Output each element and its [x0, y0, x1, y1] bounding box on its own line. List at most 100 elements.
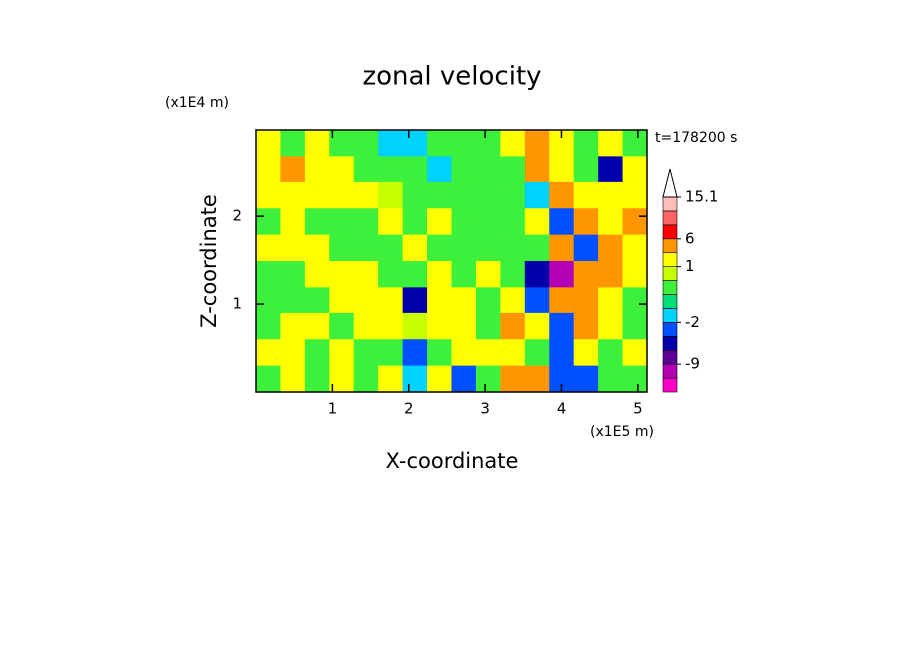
contour-cell: [329, 287, 355, 315]
contour-cell: [549, 339, 575, 367]
contour-cell: [304, 339, 330, 367]
contour-cell: [402, 130, 428, 157]
contour-cell: [500, 365, 526, 393]
contour-cell: [280, 261, 306, 288]
contour-cell: [598, 365, 624, 393]
contour-cell: [304, 261, 330, 288]
contour-cell: [524, 181, 550, 209]
contour-cell: [329, 234, 355, 262]
contour-cell: [304, 287, 330, 315]
contour-cell: [378, 156, 404, 184]
contour-cell: [280, 234, 306, 262]
time-label: t=178200 s: [655, 130, 737, 146]
contour-cell: [427, 181, 452, 209]
colorbar-segment: [662, 322, 678, 337]
contour-cell: [598, 234, 624, 262]
colorbar-tick-label: -9: [685, 355, 700, 373]
x-tick-label: 3: [480, 400, 490, 418]
contour-cell: [402, 208, 428, 236]
contour-cell: [353, 287, 379, 315]
contour-cell: [353, 156, 379, 184]
contour-cell: [500, 234, 526, 262]
contour-cell: [524, 365, 550, 393]
contour-cell: [304, 312, 330, 340]
contour-cell: [475, 234, 501, 262]
contour-cell: [378, 312, 404, 340]
contour-cell: [280, 312, 306, 340]
colorbar-extension: [662, 168, 678, 198]
contour-cell: [622, 181, 648, 209]
contour-cell: [451, 234, 477, 262]
contour-cell: [304, 234, 330, 262]
contour-cell: [304, 208, 330, 236]
contour-cell: [451, 130, 477, 157]
contour-cell: [549, 181, 575, 209]
contour-cell: [256, 261, 281, 288]
contour-cell: [256, 365, 281, 393]
contour-cell: [475, 261, 501, 288]
contour-cell: [573, 261, 599, 288]
contour-cell: [402, 181, 428, 209]
colorbar-segment: [662, 363, 678, 379]
colorbar-segment: [662, 349, 678, 365]
contour-cell: [573, 339, 599, 367]
colorbar-tick-label: 6: [685, 229, 695, 247]
contour-cell: [427, 156, 452, 184]
contour-cell: [329, 312, 355, 340]
x-tick-label: 5: [633, 400, 643, 418]
contour-cell: [304, 181, 330, 209]
contour-cell: [475, 339, 501, 367]
contour-cell: [378, 261, 404, 288]
contour-cell: [427, 287, 452, 315]
contour-cell: [524, 287, 550, 315]
contour-cell: [427, 130, 452, 157]
contour-cell: [500, 339, 526, 367]
contour-cell: [573, 312, 599, 340]
contour-cell: [256, 312, 281, 340]
contour-cell: [280, 287, 306, 315]
contour-cell: [304, 130, 330, 157]
contour-cell: [280, 156, 306, 184]
contour-cell: [524, 312, 550, 340]
contour-cell: [402, 261, 428, 288]
contour-cell: [304, 156, 330, 184]
contour-cell: [573, 287, 599, 315]
contour-cell: [549, 287, 575, 315]
contour-cell: [598, 208, 624, 236]
contour-cell: [451, 208, 477, 236]
contour-cell: [427, 365, 452, 393]
contour-cell: [329, 261, 355, 288]
contour-cell: [256, 234, 281, 262]
contour-cell: [475, 312, 501, 340]
contour-cell: [500, 130, 526, 157]
contour-cell: [427, 312, 452, 340]
contour-cell: [353, 261, 379, 288]
contour-cell: [402, 234, 428, 262]
contour-cell: [573, 156, 599, 184]
contour-cell: [549, 261, 575, 288]
contour-cell: [622, 339, 648, 367]
chart-title: zonal velocity: [362, 62, 541, 92]
x-axis-label: X-coordinate: [386, 449, 519, 473]
contour-cell: [280, 339, 306, 367]
contour-cell: [500, 156, 526, 184]
y-axis-label: Z-coordinate: [197, 194, 221, 328]
contour-cell: [622, 156, 648, 184]
contour-cell: [402, 312, 428, 340]
contour-cell: [451, 365, 477, 393]
contour-cell: [451, 287, 477, 315]
contour-cell: [451, 339, 477, 367]
colorbar-segment: [662, 266, 678, 281]
colorbar-tick-label: -2: [685, 313, 700, 331]
contour-cell: [427, 339, 452, 367]
contour-cell: [573, 365, 599, 393]
contour-cell: [378, 287, 404, 315]
contour-cell: [451, 261, 477, 288]
contour-cell: [353, 181, 379, 209]
contour-cell: [378, 365, 404, 393]
contour-cell: [329, 339, 355, 367]
contour-cell: [622, 208, 648, 236]
colorbar-tick-label: 15.1: [685, 188, 718, 206]
contour-cell: [622, 365, 648, 393]
contour-cell: [475, 181, 501, 209]
